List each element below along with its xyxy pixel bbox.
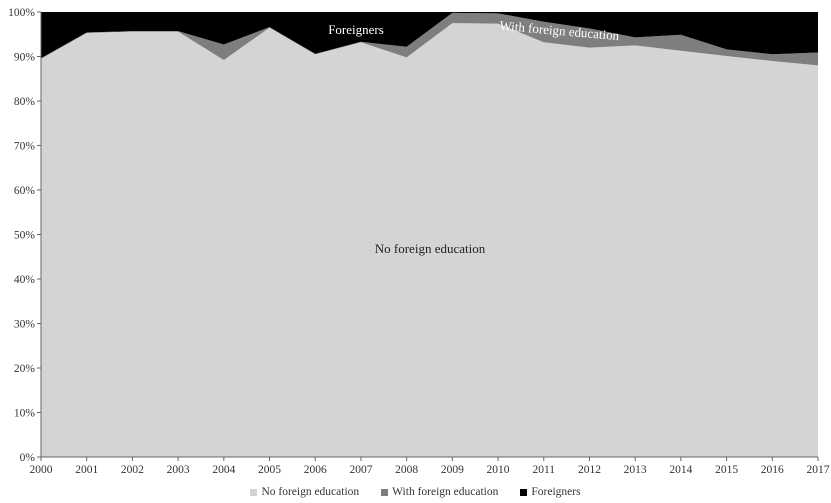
y-tick-label: 0% [20,452,36,464]
y-tick-label: 50% [14,230,36,242]
legend-swatch-no-foreign [250,488,258,496]
y-tick-label: 20% [14,363,36,375]
x-tick-label: 2002 [121,464,144,476]
y-tick-label: 30% [14,319,36,331]
area-with-foreign-education [41,12,818,66]
x-tick-label: 2012 [578,464,601,476]
legend-swatch-with-foreign [381,488,389,496]
x-tick-label: 2010 [487,464,510,476]
annotation-foreigners: Foreigners [328,22,384,37]
legend-label-no-foreign: No foreign education [261,486,360,498]
y-tick-label: 10% [14,408,36,420]
x-tick-label: 2011 [532,464,555,476]
x-axis: 2000 2001 2002 2003 2004 2005 2006 2007 2008 2009… [30,456,830,476]
legend-swatch-foreigners [520,488,528,496]
x-tick-label: 2009 [441,464,464,476]
x-tick-label: 2008 [395,464,418,476]
y-tick-label: 60% [14,185,36,197]
legend-item-no-foreign: No foreign education [250,484,359,500]
y-tick-label: 90% [14,52,36,64]
x-tick-label: 2015 [715,464,738,476]
x-tick-label: 2016 [761,464,784,476]
x-tick-label: 2000 [30,464,53,476]
y-tick-label: 70% [14,141,36,153]
legend-item-foreigners: Foreigners [520,484,581,500]
x-tick-label: 2003 [167,464,190,476]
y-tick-label: 40% [14,274,36,286]
legend: No foreign education With foreign educat… [0,484,831,500]
x-tick-label: 2014 [669,464,692,476]
x-tick-label: 2013 [624,464,647,476]
legend-item-with-foreign: With foreign education [381,484,498,500]
annotation-no-foreign-education: No foreign education [375,241,486,256]
x-tick-label: 2001 [75,464,98,476]
x-tick-label: 2005 [258,464,281,476]
area-no-foreign-education [41,23,818,457]
x-tick-label: 2006 [304,464,327,476]
y-tick-label: 100% [8,7,35,19]
y-tick-label: 80% [14,96,36,108]
area-foreigners [41,12,818,59]
plot-areas [41,12,818,457]
x-tick-label: 2017 [807,464,830,476]
legend-label-foreigners: Foreigners [531,486,581,498]
y-axis: 0% 10% 20% 30% 40% 50% 60% 70% 80% 90% 100% [8,7,42,464]
x-tick-label: 2004 [212,464,235,476]
x-tick-label: 2007 [349,464,372,476]
legend-label-with-foreign: With foreign education [392,486,499,498]
